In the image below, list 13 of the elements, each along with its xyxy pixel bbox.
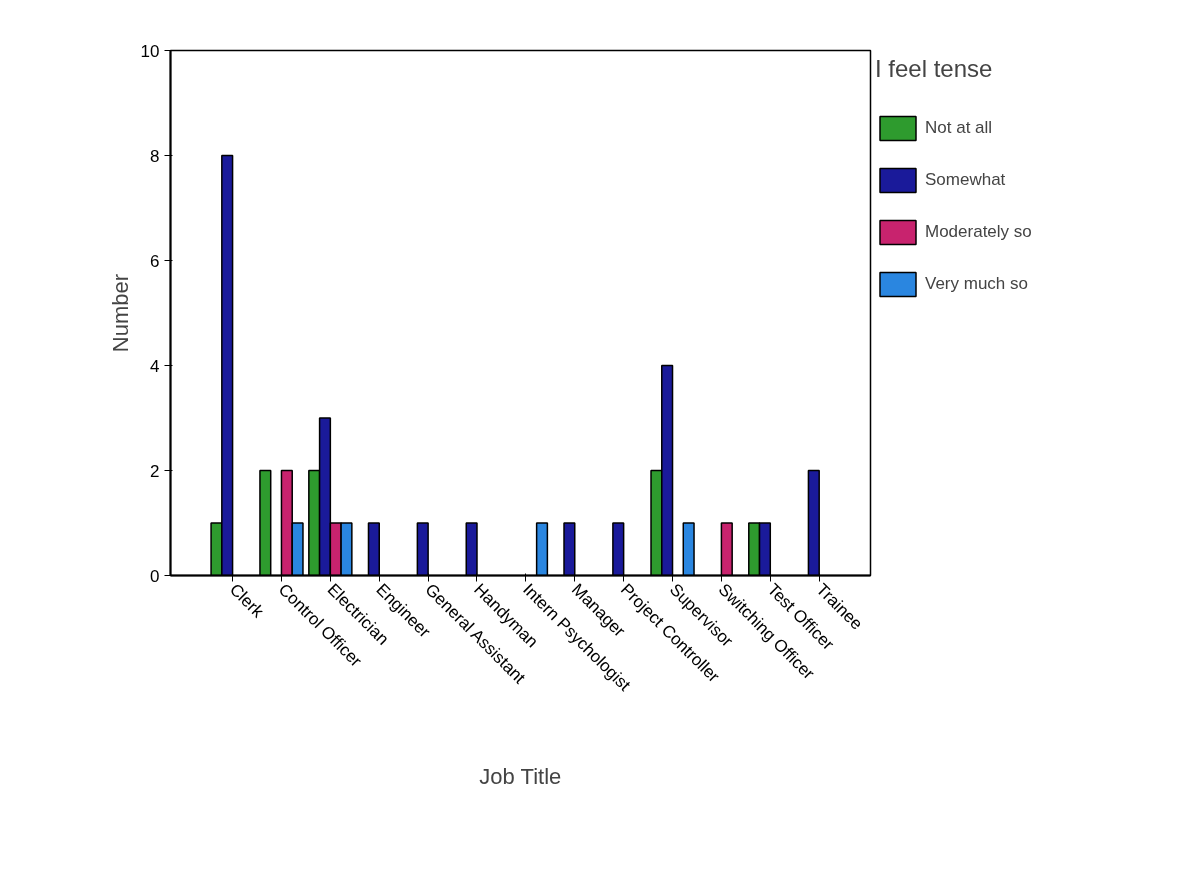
y-tick-label: 2 xyxy=(150,461,160,481)
legend-label: Not at all xyxy=(925,118,993,138)
y-tick-label: 4 xyxy=(150,356,160,376)
y-axis-title: Number xyxy=(107,273,133,353)
y-tick-label: 0 xyxy=(150,566,160,586)
legend-title: I feel tense xyxy=(875,55,994,83)
legend-label: Somewhat xyxy=(925,170,1006,190)
legend-label: Moderately so xyxy=(925,222,1032,242)
legend-label: Very much so xyxy=(925,274,1028,294)
y-tick-label: 6 xyxy=(150,251,160,271)
y-tick-label: 8 xyxy=(150,146,160,166)
y-tick-label: 10 xyxy=(140,41,160,61)
x-axis-title: Job Title xyxy=(479,764,562,790)
